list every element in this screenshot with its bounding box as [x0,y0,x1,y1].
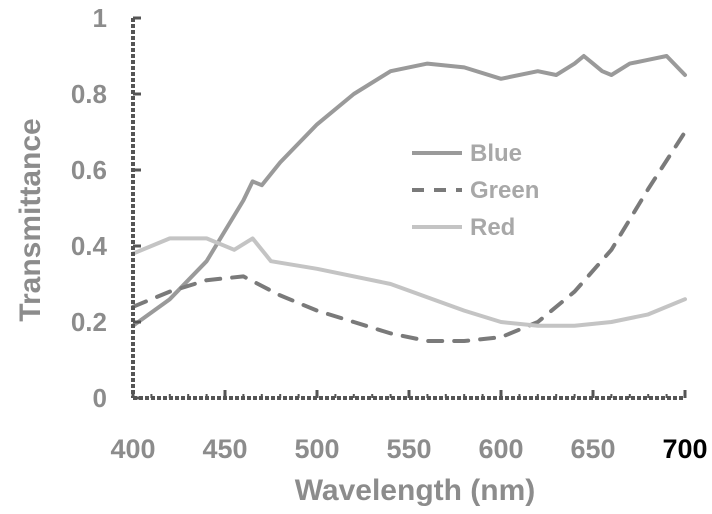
y-tick-label: 0.8 [71,79,107,109]
series-line-red [131,236,687,328]
y-tick-label: 0.4 [71,231,108,261]
y-tick-label: 0.2 [71,307,107,337]
y-tick-label: 0 [93,383,107,413]
x-tick-label: 650 [570,434,615,464]
axes [131,18,685,400]
y-tick-label: 1 [93,3,107,33]
series-lines [131,54,687,343]
legend-label-green: Green [470,177,539,204]
x-tick-label: 550 [386,434,431,464]
legend-label-red: Red [470,214,515,241]
y-tick-label: 0.6 [71,155,107,185]
x-tick-label: 450 [202,434,247,464]
x-axis-title: Wavelength (nm) [295,474,536,507]
legend-label-blue: Blue [470,140,522,167]
x-tick-label: 500 [294,434,339,464]
x-tick-label: 700 [662,434,707,464]
ticks: 0 0.2 0.4 0.6 0.8 1 400 450 500 550 600 650 700 [71,3,708,464]
x-tick-label: 400 [110,434,155,464]
series-line-blue [131,54,687,328]
series-line-green [131,130,687,343]
x-tick-label: 600 [478,434,523,464]
y-axis-title: Transmittance [14,118,47,321]
legend: Blue Green Red [412,140,539,241]
